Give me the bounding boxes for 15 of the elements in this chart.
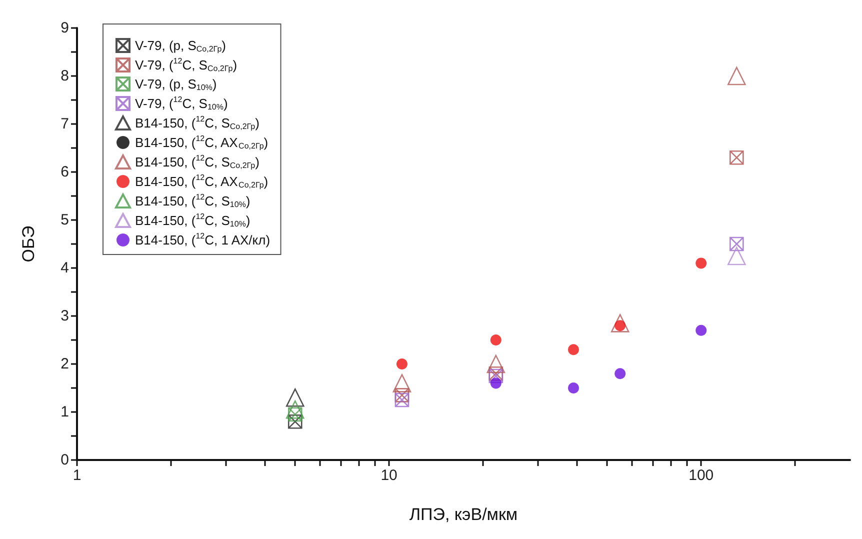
y-tick-label: 4 — [60, 260, 69, 276]
y-tick-label: 6 — [60, 164, 69, 180]
y-tick-label: 1 — [60, 404, 69, 420]
x-tick-label: 100 — [688, 467, 714, 484]
y-axis-title: ОБЭ — [19, 226, 38, 262]
y-tick-label: 0 — [60, 452, 69, 468]
y-tick-label: 3 — [60, 308, 69, 324]
y-tick-label: 2 — [60, 356, 69, 372]
y-tick-label: 5 — [60, 212, 69, 228]
x-axis-title: ЛПЭ, кэВ/мкм — [409, 505, 518, 524]
x-tick-label: 1 — [72, 467, 82, 484]
y-tick-label: 9 — [60, 20, 69, 36]
y-tick-label: 7 — [60, 116, 69, 132]
x-tick-label: 10 — [380, 467, 398, 484]
y-tick-label: 8 — [60, 68, 69, 84]
